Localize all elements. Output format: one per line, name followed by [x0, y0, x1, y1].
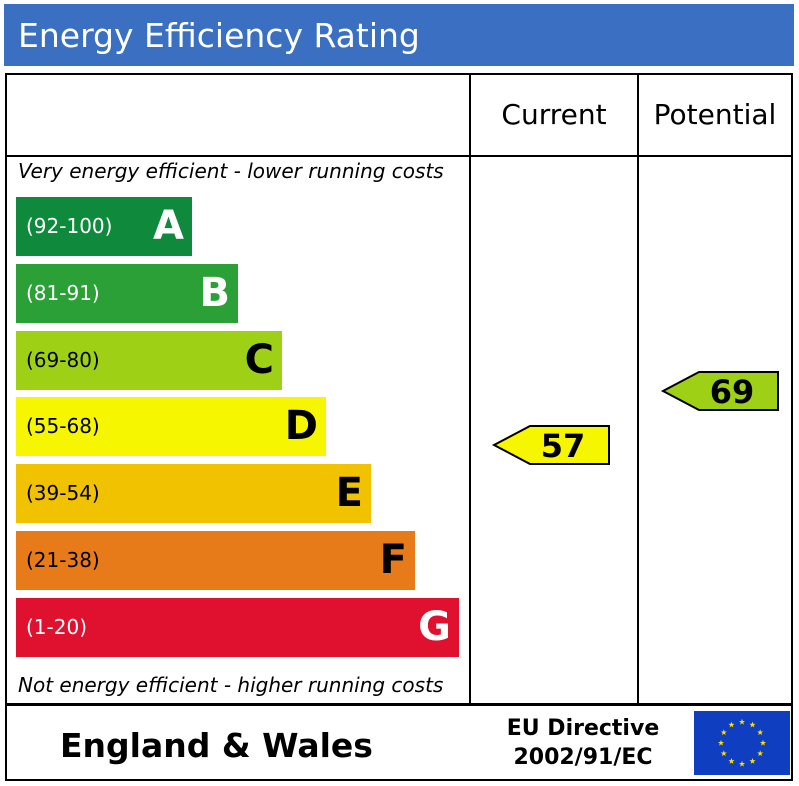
band-letter: F [379, 537, 407, 583]
band-letter: B [199, 270, 231, 316]
column-divider-right [637, 73, 639, 705]
band-c: (69-80) C [16, 331, 282, 390]
potential-rating-arrow-shape [660, 371, 779, 411]
band-f: (21-38) F [16, 531, 415, 590]
directive-line-2: 2002/91/EC [513, 745, 653, 770]
band-range-label: (69-80) [26, 348, 100, 372]
bottom-caption: Not energy efficient - higher running co… [18, 673, 444, 697]
band-range-label: (1-20) [26, 615, 87, 639]
band-g: (1-20) G [16, 598, 459, 657]
flag-star-icon [720, 729, 727, 736]
band-e: (39-54) E [16, 464, 371, 523]
band-b: (81-91) B [16, 264, 238, 323]
current-rating-arrow-shape [491, 425, 610, 465]
rating-frame [5, 73, 793, 781]
flag-star-icon [738, 718, 746, 725]
region-label: England & Wales [60, 726, 373, 765]
potential-rating-value: 69 [710, 373, 755, 411]
band-letter: C [244, 337, 274, 383]
flag-star-icon [738, 760, 746, 767]
flag-star-icon [728, 757, 735, 764]
header-bar: Energy Efficiency Rating [4, 4, 794, 66]
current-rating-arrow: 57 [491, 425, 610, 465]
band-letter: G [418, 604, 451, 650]
top-caption: Very energy efficient - lower running co… [18, 159, 444, 183]
flag-star-icon [728, 721, 735, 728]
band-letter: D [284, 403, 318, 449]
footer-divider [5, 703, 793, 706]
potential-column-header: Potential [653, 98, 777, 131]
flag-star-icon [757, 729, 764, 736]
flag-star-icon [749, 757, 756, 764]
band-range-label: (81-91) [26, 281, 100, 305]
band-d: (55-68) D [16, 397, 326, 456]
band-letter: A [153, 203, 184, 249]
column-divider-left [469, 73, 471, 705]
band-a: (92-100) A [16, 197, 192, 256]
flag-star-icon [717, 739, 725, 746]
band-range-label: (39-54) [26, 481, 100, 505]
band-letter: E [335, 470, 363, 516]
current-column-header: Current [501, 98, 607, 131]
eu-flag-icon [694, 711, 790, 775]
flag-star-icon [759, 739, 767, 746]
current-rating-value: 57 [541, 427, 586, 465]
flag-star-icon [757, 750, 764, 757]
directive-line-1: EU Directive [506, 716, 660, 741]
band-range-label: (21-38) [26, 548, 100, 572]
band-range-label: (92-100) [26, 214, 113, 238]
flag-star-icon [720, 750, 727, 757]
band-range-label: (55-68) [26, 414, 100, 438]
header-row-divider [5, 155, 793, 157]
potential-rating-arrow: 69 [660, 371, 779, 411]
flag-star-icon [749, 721, 756, 728]
chart-title: Energy Efficiency Rating [18, 16, 420, 55]
